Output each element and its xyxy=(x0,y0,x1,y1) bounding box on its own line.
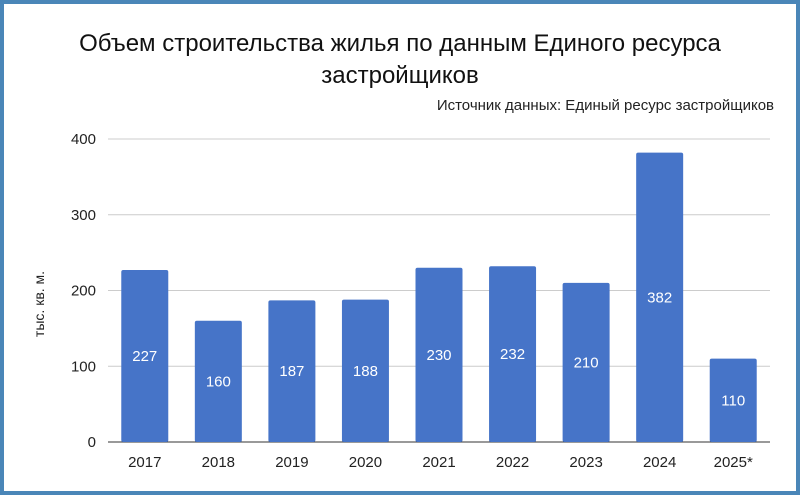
bar xyxy=(415,267,463,442)
bar xyxy=(636,152,684,442)
x-tick-label: 2022 xyxy=(496,454,529,471)
x-tick-label: 2020 xyxy=(349,454,382,471)
bar-value-label: 232 xyxy=(500,346,525,363)
x-tick-label: 2019 xyxy=(275,454,308,471)
bar-value-label: 210 xyxy=(574,354,599,371)
chart-source: Источник данных: Единый ресурс застройщи… xyxy=(436,97,774,114)
bar xyxy=(194,320,242,442)
x-tick-label: 2018 xyxy=(202,454,235,471)
bar-value-label: 227 xyxy=(132,348,157,365)
bar xyxy=(121,270,169,442)
bar xyxy=(341,299,389,442)
bar-value-label: 230 xyxy=(426,347,451,364)
x-tick-label: 2024 xyxy=(643,454,676,471)
y-tick-label: 400 xyxy=(71,131,96,148)
chart-title: Объем строительства жилья по данным Един… xyxy=(79,30,721,89)
bar-value-label: 188 xyxy=(353,363,378,380)
y-tick-label: 0 xyxy=(88,434,96,451)
bar xyxy=(268,300,316,442)
y-tick-label: 100 xyxy=(71,358,96,375)
bar-value-label: 110 xyxy=(721,392,745,409)
y-tick-label: 200 xyxy=(71,283,96,300)
x-tick-label: 2017 xyxy=(128,454,161,471)
bar-value-label: 160 xyxy=(206,373,231,390)
bar-value-label: 187 xyxy=(279,363,304,380)
bar xyxy=(709,358,757,442)
bar-value-label: 382 xyxy=(647,289,672,306)
bar xyxy=(489,266,537,442)
y-tick-label: 300 xyxy=(71,207,96,224)
x-tick-label: 2023 xyxy=(569,454,602,471)
x-tick-label: 2021 xyxy=(422,454,455,471)
x-tick-label: 2025* xyxy=(714,454,753,471)
bar xyxy=(562,282,610,442)
